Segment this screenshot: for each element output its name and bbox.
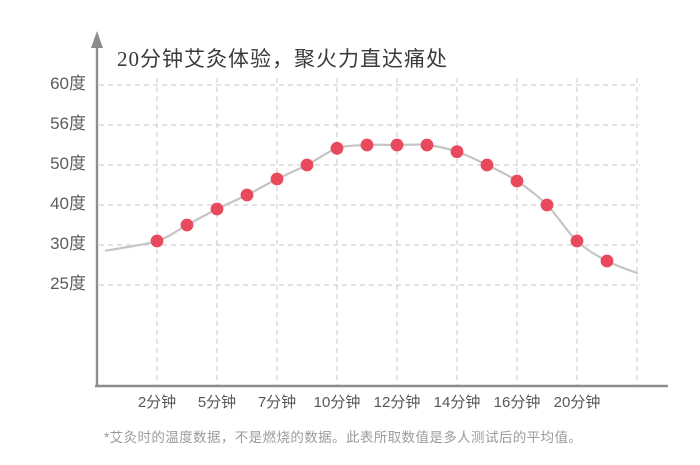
x-tick-label-20min: 20分钟	[553, 394, 601, 411]
x-tick-label-14min: 14分钟	[433, 394, 481, 411]
y-tick-label-25: 25度	[50, 274, 86, 293]
x-tick-label-7min: 7分钟	[257, 394, 297, 411]
x-tick-label-2min: 2分钟	[137, 394, 177, 411]
data-point-dot	[450, 145, 464, 159]
data-point-dot	[510, 174, 524, 188]
data-point-dot	[360, 138, 374, 152]
data-point-dot	[540, 198, 554, 212]
data-point-dot	[480, 158, 494, 172]
chart-footnote: *艾灸时的温度数据，不是燃烧的数据。此表所取数值是多人测试后的平均值。	[104, 430, 583, 445]
data-point-dot	[180, 218, 194, 232]
x-tick-label-5min: 5分钟	[197, 394, 237, 411]
data-point-dot	[150, 234, 164, 248]
y-tick-label-60: 60度	[50, 74, 86, 93]
x-tick-label-16min: 16分钟	[493, 394, 541, 411]
x-tick-label-12min: 12分钟	[373, 394, 421, 411]
data-point-dot	[600, 254, 614, 268]
y-axis-arrow-icon	[91, 31, 103, 48]
data-point-dot	[300, 158, 314, 172]
data-point-dot	[210, 202, 224, 216]
data-point-dot	[240, 188, 254, 202]
x-tick-label-10min: 10分钟	[313, 394, 361, 411]
y-tick-label-56: 56度	[50, 114, 86, 133]
temperature-curve	[104, 143, 639, 275]
chart-title: 20分钟艾灸体验，聚火力直达痛处	[117, 47, 448, 71]
data-point-dot	[570, 234, 584, 248]
y-tick-label-50: 50度	[50, 154, 86, 173]
data-point-dot	[330, 141, 344, 155]
data-point-dot	[270, 172, 284, 186]
data-point-dot	[390, 138, 404, 152]
data-point-dot	[420, 138, 434, 152]
y-tick-label-40: 40度	[50, 194, 86, 213]
y-tick-label-30: 30度	[50, 234, 86, 253]
